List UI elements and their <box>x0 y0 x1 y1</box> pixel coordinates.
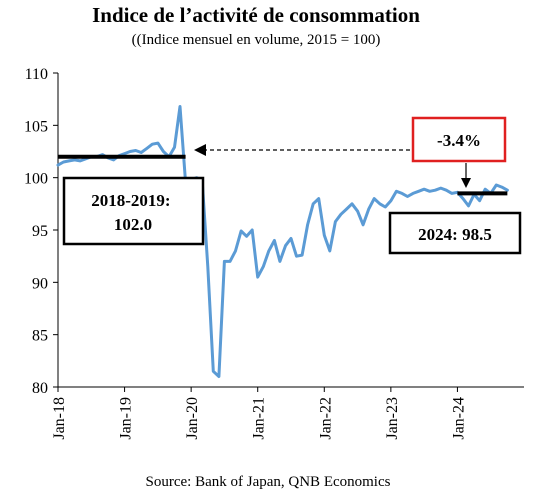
x-tick-label: Jan-20 <box>184 397 201 440</box>
annotation-2024-label: 2024: 98.5 <box>418 225 492 244</box>
x-tick-label: Jan-21 <box>251 397 268 440</box>
y-tick-label: 100 <box>24 171 48 188</box>
y-tick-label: 105 <box>24 118 48 135</box>
y-tick-label: 90 <box>32 275 48 292</box>
y-tick-label: 85 <box>32 328 48 345</box>
chart-title: Indice de l’activité de consommation <box>92 3 420 27</box>
annotation-change-label: -3.4% <box>437 131 481 150</box>
x-tick-label: Jan-23 <box>384 397 401 440</box>
annotation-2018-2019-line2: 102.0 <box>114 215 152 234</box>
y-ticks: 80 85 90 95 100 105 110 <box>24 66 58 397</box>
x-ticks: Jan-18 Jan-19 Jan-20 Jan-21 Jan-22 Jan-23 Jan-… <box>51 387 467 440</box>
y-tick-label: 80 <box>32 380 48 397</box>
x-tick-label: Jan-19 <box>118 397 135 440</box>
annotation-box-change <box>411 116 507 163</box>
x-tick-label: Jan-22 <box>317 397 334 440</box>
series-line <box>56 105 509 378</box>
dashed-arrow-head <box>194 144 206 156</box>
x-tick-label: Jan-24 <box>450 397 467 440</box>
chart-source: Source: Bank of Japan, QNB Economics <box>146 474 391 490</box>
x-tick-label: Jan-18 <box>51 397 68 440</box>
annotation-2018-2019-line1: 2018-2019: <box>91 191 170 210</box>
y-tick-label: 110 <box>25 66 48 83</box>
y-tick-label: 95 <box>32 223 48 240</box>
annotation-box-2024 <box>388 211 522 255</box>
annotation-2018-2019-label: 2018-2019: 102.0 <box>91 191 175 234</box>
down-arrow-head <box>461 178 471 188</box>
chart-subtitle: ((Indice mensuel en volume, 2015 = 100) <box>132 32 381 48</box>
annotation-box-2018-2019 <box>62 176 205 246</box>
